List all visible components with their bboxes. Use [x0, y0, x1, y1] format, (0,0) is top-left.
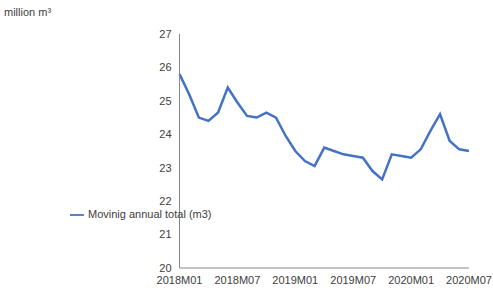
svg-text:2020M07: 2020M07 — [446, 274, 485, 286]
svg-text:21: 21 — [159, 228, 171, 240]
svg-text:2018M07: 2018M07 — [214, 274, 260, 286]
svg-text:23: 23 — [159, 162, 171, 174]
svg-text:20: 20 — [159, 262, 171, 274]
svg-text:27: 27 — [159, 28, 171, 40]
html-text:million m³: million m³ — [4, 6, 52, 18]
svg-text:26: 26 — [159, 61, 171, 73]
svg-text:24: 24 — [159, 128, 171, 140]
svg-text:2018M01: 2018M01 — [157, 274, 203, 286]
svg-text:25: 25 — [159, 95, 171, 107]
svg-text:2020M01: 2020M01 — [388, 274, 434, 286]
html-text:Movinig annual total (m3): Movinig annual total (m3) — [88, 208, 212, 220]
svg-text:2019M01: 2019M01 — [272, 274, 318, 286]
svg-text:22: 22 — [159, 195, 171, 207]
svg-text:2019M07: 2019M07 — [330, 274, 376, 286]
